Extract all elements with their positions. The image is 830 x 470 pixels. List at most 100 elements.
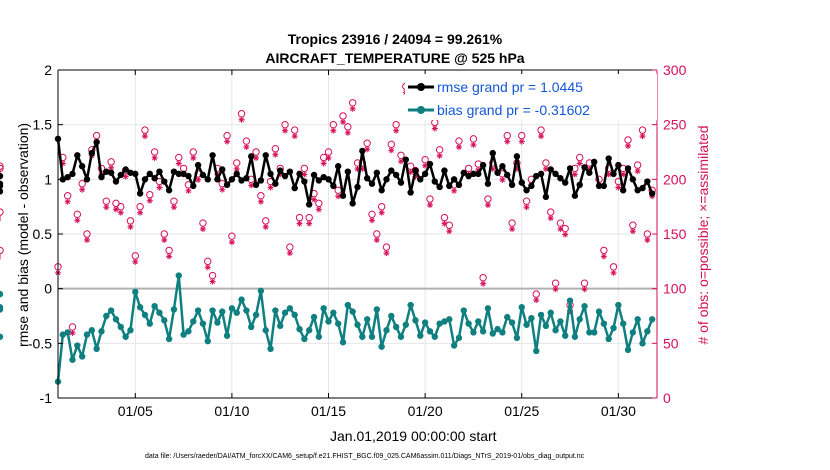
obs-assimilated-marker (161, 237, 168, 243)
rmse-point (412, 167, 419, 174)
bias-point (407, 301, 414, 309)
obs-assimilated-marker (272, 151, 279, 158)
y-right-tick-label: 150 (663, 226, 687, 242)
chart-title-line2: AIRCRAFT_TEMPERATURE @ 525 hPa (265, 50, 524, 66)
rmse-point (417, 176, 424, 183)
rmse-point (233, 170, 240, 178)
rmse-point (431, 178, 438, 185)
obs-assimilated-marker (436, 152, 443, 159)
footer-data-file: data file: /Users/raeder/DAI/ATM_forcXX/… (145, 453, 585, 460)
obs-assimilated-stroke (553, 286, 559, 292)
rmse-point (214, 176, 221, 183)
rmse-point (310, 171, 318, 179)
rmse-point (359, 147, 366, 155)
x-tick-label: 01/25 (504, 403, 539, 419)
obs-assimilated-marker (330, 127, 337, 134)
obs-assimilated-marker (610, 269, 617, 276)
obs-assimilated-stroke (282, 128, 288, 134)
rmse-point (446, 182, 453, 190)
obs-assimilated-stroke (287, 250, 293, 256)
obs-assimilated-marker (199, 226, 206, 233)
bias-point (334, 320, 342, 327)
obs-assimilated-marker (562, 231, 569, 238)
rmse-point (383, 176, 390, 183)
obs-assimilated-stroke (297, 221, 302, 227)
obs-assimilated-marker (151, 155, 158, 161)
obs-assimilated-stroke (432, 126, 438, 131)
bias-point (127, 327, 134, 334)
y-right-tick-label: 50 (663, 335, 679, 351)
obs-assimilated-stroke (606, 171, 612, 177)
bias-point (537, 311, 545, 319)
x-axis-label: Jan.01,2019 00:00:00 start (330, 428, 497, 444)
obs-assimilated-stroke (171, 204, 177, 210)
obs-assimilated-marker (103, 204, 110, 211)
bias-point (383, 327, 390, 334)
bias-point (586, 329, 593, 336)
obs-assimilated-stroke (321, 161, 327, 166)
obs-assimilated-marker (552, 286, 559, 293)
rmse-point (397, 179, 405, 186)
y-right-tick-label: 300 (663, 62, 687, 78)
rmse-point (219, 166, 226, 173)
obs-assimilated-marker (291, 133, 298, 140)
rmse-point (460, 169, 467, 176)
rmse-point (644, 178, 651, 185)
bias-point (363, 316, 371, 323)
obs-assimilated-marker (644, 237, 651, 243)
rmse-point (470, 170, 477, 178)
bias-point (267, 345, 274, 352)
obs-assimilated-stroke (350, 106, 356, 112)
rmse-point (272, 180, 279, 187)
obs-assimilated-marker (224, 138, 231, 145)
obs-assimilated-marker (117, 209, 124, 216)
rmse-point (648, 190, 656, 197)
bias-point (301, 335, 308, 343)
bias-point (248, 323, 255, 331)
obs-assimilated-marker (615, 184, 622, 191)
bias-point (576, 316, 583, 323)
rmse-point (0, 172, 4, 180)
obs-assimilated-stroke (224, 139, 230, 145)
bias-point (69, 356, 76, 363)
rmse-point (185, 172, 192, 180)
obs-assimilated-marker (378, 209, 385, 216)
obs-assimilated-stroke (74, 217, 80, 223)
rmse-point (465, 172, 472, 180)
obs-assimilated-stroke (538, 133, 544, 139)
bias-point (257, 287, 265, 295)
bias-point (199, 320, 207, 327)
bias-point (78, 353, 86, 360)
rmse-point (489, 149, 496, 157)
obs-assimilated-stroke (441, 221, 447, 227)
rmse-point (146, 170, 153, 178)
obs-assimilated-stroke (490, 166, 496, 172)
rmse-point (0, 180, 4, 187)
bias-point (151, 302, 158, 310)
obs-assimilated-marker (518, 138, 525, 145)
obs-assimilated-marker (325, 155, 332, 161)
obs-assimilated-marker (455, 144, 462, 151)
obs-assimilated-marker (195, 176, 202, 183)
obs-assimilated-marker (388, 147, 395, 154)
rmse-point (373, 169, 381, 176)
rmse-point (93, 138, 100, 146)
obs-assimilated-marker (238, 116, 245, 123)
bias-point (629, 329, 637, 336)
obs-assimilated-marker (286, 250, 293, 257)
bias-point (571, 333, 579, 340)
rmse-point (354, 183, 361, 191)
bias-point (513, 334, 521, 342)
obs-assimilated-marker (132, 258, 139, 265)
obs-assimilated-marker (156, 184, 163, 191)
bias-point (648, 316, 656, 323)
bias-point (320, 305, 327, 312)
y-right-tick-label: 250 (663, 117, 687, 133)
obs-assimilated-stroke (374, 237, 380, 243)
rmse-point (248, 153, 255, 160)
obs-assimilated-marker (204, 264, 211, 271)
bias-point (518, 304, 525, 311)
obs-assimilated-stroke (229, 239, 235, 245)
obs-assimilated-marker (629, 228, 636, 235)
rmse-point (117, 171, 124, 179)
